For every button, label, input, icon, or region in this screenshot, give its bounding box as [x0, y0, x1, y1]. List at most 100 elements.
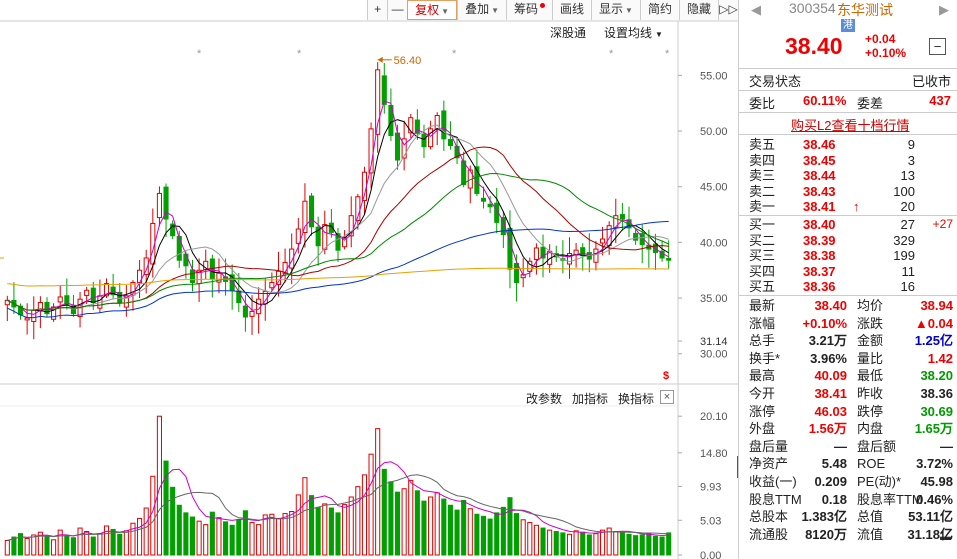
close-indicator-icon[interactable]: ×: [660, 390, 674, 404]
candle-body[interactable]: [308, 195, 315, 228]
candle-body[interactable]: [70, 305, 76, 315]
volume-bar[interactable]: [494, 512, 500, 556]
shengutong-button[interactable]: 深股通: [550, 26, 587, 40]
candle-body[interactable]: [51, 306, 57, 320]
volume-bar[interactable]: [103, 525, 110, 556]
candle-body[interactable]: [84, 289, 90, 296]
volume-bar[interactable]: [11, 536, 17, 556]
toolbar-button-0[interactable]: +: [367, 0, 388, 20]
candle-body[interactable]: [421, 133, 427, 148]
candle-body[interactable]: [269, 281, 275, 289]
volume-bar[interactable]: [467, 508, 473, 556]
volume-bar[interactable]: [606, 527, 612, 556]
volume-bar[interactable]: [176, 504, 182, 556]
volume-bar[interactable]: [414, 490, 420, 556]
volume-bar[interactable]: [328, 507, 334, 556]
volume-bar[interactable]: [335, 512, 341, 556]
switch-indicator-button[interactable]: 换指标: [618, 392, 655, 406]
volume-bar[interactable]: [566, 533, 573, 556]
volume-bar[interactable]: [659, 536, 665, 556]
candle-body[interactable]: [593, 248, 599, 263]
volume-bar[interactable]: [514, 513, 520, 556]
candle-body[interactable]: [123, 295, 129, 308]
volume-bar[interactable]: [97, 533, 103, 556]
volume-bar[interactable]: [421, 500, 427, 556]
volume-bar[interactable]: [613, 531, 619, 556]
volume-bar[interactable]: [355, 486, 361, 556]
change-params-button[interactable]: 改参数: [526, 392, 563, 406]
volume-bar[interactable]: [593, 533, 599, 556]
volume-bar[interactable]: [295, 494, 301, 556]
candle-body[interactable]: [633, 232, 639, 241]
volume-bar[interactable]: [540, 527, 546, 556]
volume-bar[interactable]: [626, 533, 632, 556]
candle-body[interactable]: [315, 226, 321, 247]
volume-bar[interactable]: [348, 496, 354, 556]
candle-body[interactable]: [183, 253, 189, 267]
volume-bar[interactable]: [209, 511, 215, 556]
volume-bar[interactable]: [117, 533, 123, 556]
volume-bar[interactable]: [70, 537, 76, 556]
candle-body[interactable]: [229, 274, 235, 291]
volume-bar[interactable]: [646, 533, 652, 556]
volume-bar[interactable]: [64, 535, 70, 556]
candle-body[interactable]: [414, 119, 420, 134]
volume-bar[interactable]: [507, 497, 513, 556]
candle-body[interactable]: [130, 281, 136, 296]
volume-bar[interactable]: [84, 531, 90, 556]
candle-body[interactable]: [487, 203, 493, 208]
candle-body[interactable]: [31, 309, 37, 323]
volume-bar[interactable]: [183, 512, 189, 556]
volume-bar[interactable]: [520, 519, 526, 556]
volume-bar[interactable]: [454, 509, 460, 556]
candle-body[interactable]: [394, 132, 401, 161]
candle-body[interactable]: [156, 192, 162, 219]
volume-bar[interactable]: [196, 520, 202, 556]
candle-body[interactable]: [381, 75, 387, 105]
volume-bar[interactable]: [586, 534, 592, 556]
candle-body[interactable]: [348, 215, 354, 237]
volume-bar[interactable]: [600, 529, 606, 556]
toolbar-button-5[interactable]: 画线: [552, 0, 592, 20]
candle-body[interactable]: [189, 269, 196, 283]
volume-bar[interactable]: [553, 531, 559, 556]
candle-body[interactable]: [242, 305, 248, 318]
candle-body[interactable]: [322, 224, 328, 250]
expand-icon[interactable]: ▬: [940, 531, 951, 543]
volume-bar[interactable]: [500, 506, 506, 556]
volume-bar[interactable]: [44, 535, 50, 556]
candle-body[interactable]: [474, 166, 480, 194]
volume-bar[interactable]: [170, 486, 176, 556]
candle-body[interactable]: [480, 197, 487, 202]
toolbar-button-6[interactable]: 显示 ▼: [591, 0, 640, 20]
volume-bar[interactable]: [547, 529, 553, 556]
volume-bar[interactable]: [474, 513, 480, 556]
volume-bar[interactable]: [282, 513, 288, 556]
volume-bar[interactable]: [375, 428, 381, 556]
volume-bar[interactable]: [229, 524, 235, 556]
volume-bar[interactable]: [434, 492, 440, 556]
toolbar-button-4[interactable]: 筹码: [506, 0, 553, 20]
l2-link[interactable]: 购买L2查看十档行情: [791, 118, 910, 133]
volume-bar[interactable]: [269, 513, 275, 556]
volume-bar[interactable]: [4, 540, 10, 556]
volume-bar[interactable]: [90, 536, 96, 556]
candle-body[interactable]: [103, 283, 110, 297]
volume-bar[interactable]: [666, 532, 672, 556]
candle-body[interactable]: [216, 271, 222, 283]
volume-bar[interactable]: [236, 519, 242, 556]
volume-bar[interactable]: [137, 517, 143, 556]
candle-body[interactable]: [328, 222, 334, 233]
volume-bar[interactable]: [639, 534, 645, 556]
candle-body[interactable]: [209, 258, 215, 280]
volume-bar[interactable]: [143, 507, 149, 556]
volume-bar[interactable]: [289, 511, 295, 556]
volume-bar[interactable]: [381, 468, 387, 556]
candle-body[interactable]: [176, 235, 182, 261]
candle-body[interactable]: [401, 138, 407, 159]
volume-bar[interactable]: [428, 496, 434, 556]
volume-bar[interactable]: [388, 481, 394, 556]
candle-body[interactable]: [619, 214, 625, 220]
volume-bar[interactable]: [37, 531, 43, 556]
